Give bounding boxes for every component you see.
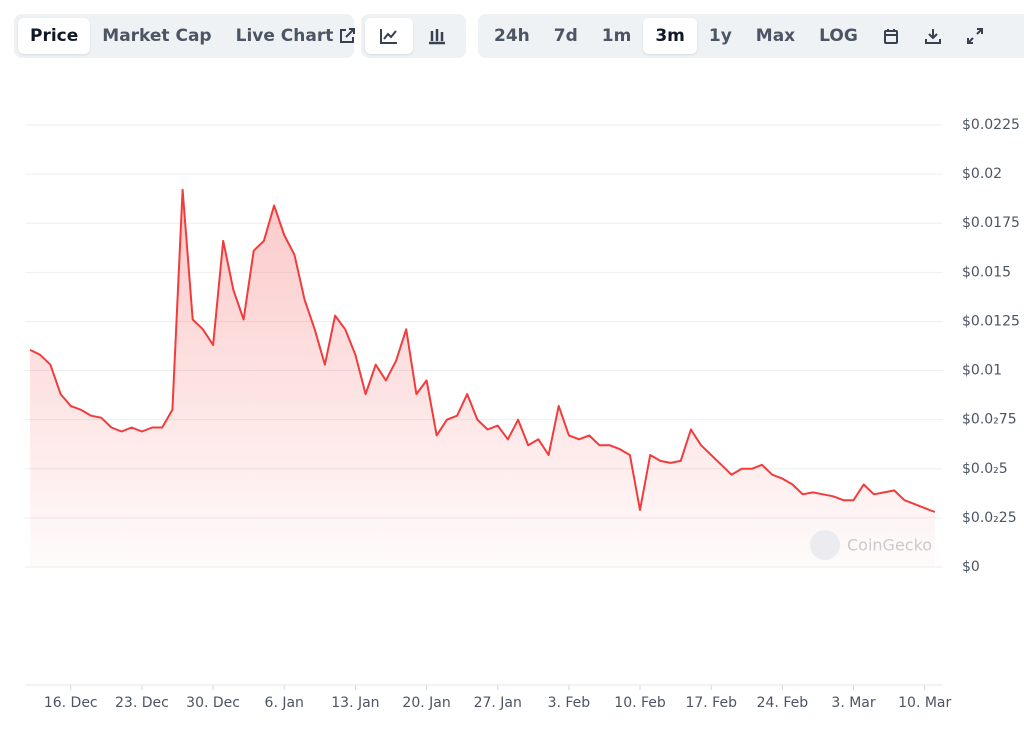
- download-icon: [924, 29, 941, 44]
- tab-label: 24h: [494, 26, 530, 46]
- candle-icon: [429, 29, 445, 45]
- tab[interactable]: 7d: [542, 18, 590, 54]
- x-tick-label: 6. Jan: [265, 695, 304, 711]
- candle-chart-button[interactable]: [413, 18, 461, 54]
- x-tick-label: 10. Feb: [614, 695, 666, 711]
- tab-label: Price: [30, 26, 79, 46]
- tab[interactable]: 3m: [643, 18, 697, 54]
- x-tick-label: 17. Feb: [685, 695, 737, 711]
- x-tick-label: 20. Jan: [402, 695, 450, 711]
- tab[interactable]: 1y: [697, 18, 744, 54]
- line-chart-button[interactable]: [365, 18, 413, 54]
- x-tick-label: 3. Mar: [831, 695, 875, 711]
- x-tick-label: 23. Dec: [115, 695, 169, 711]
- y-tick-label: $0.0₂5: [962, 461, 1008, 477]
- y-tick-label: $0.015: [962, 264, 1011, 280]
- watermark: CoinGecko: [810, 530, 932, 560]
- y-tick-label: $0.0₂25: [962, 510, 1017, 526]
- tab[interactable]: Price: [18, 18, 91, 54]
- y-tick-label: $0: [962, 559, 980, 575]
- x-tick-label: 10. Mar: [898, 695, 951, 711]
- x-tick-label: 16. Dec: [44, 695, 98, 711]
- y-tick-label: $0.01: [962, 363, 1002, 379]
- x-tick-label: 27. Jan: [474, 695, 522, 711]
- tab[interactable]: Max: [744, 18, 807, 54]
- tab-label: Market Cap: [102, 26, 212, 46]
- x-tick-label: 13. Jan: [331, 695, 379, 711]
- y-tick-label: $0.02: [962, 166, 1002, 182]
- tab-label: 1y: [708, 26, 732, 46]
- chart: $0.0225 $0.02 $0.0175 $0.015 $0.0125 $0.01 $0.…: [25, 117, 1020, 711]
- price-line: [29, 188, 936, 513]
- tab-label: 3m: [655, 26, 685, 46]
- tab-label: 1m: [601, 26, 632, 46]
- external-icon: [340, 28, 356, 43]
- tab-label: 7d: [553, 26, 578, 46]
- y-tick-label: $0.0225: [962, 117, 1020, 133]
- x-tick-label: 3. Feb: [548, 695, 591, 711]
- y-tick-label: $0.0125: [962, 313, 1020, 329]
- tab-label: Max: [755, 26, 796, 46]
- tab[interactable]: Market Cap: [90, 18, 223, 54]
- chart-type-tabs: [361, 14, 466, 58]
- tab-label: LOG: [819, 26, 858, 46]
- watermark-logo: [810, 530, 840, 560]
- tab[interactable]: Live Chart: [224, 18, 369, 54]
- y-tick-label: $0.0175: [962, 215, 1020, 231]
- line-icon: [380, 29, 397, 44]
- fullscreen-button[interactable]: [954, 18, 996, 54]
- x-tick-label: 24. Feb: [757, 695, 809, 711]
- calendar-button[interactable]: [870, 18, 912, 54]
- download-button[interactable]: [912, 18, 954, 54]
- range-tabs: 24h 7d 1m 3m 1y Max LOG: [478, 14, 1024, 58]
- x-tick-label: 30. Dec: [186, 695, 240, 711]
- tab[interactable]: 1m: [590, 18, 644, 54]
- price-area: [30, 189, 935, 568]
- view-tabs: Price Market Cap Live Chart: [14, 14, 356, 58]
- expand-icon: [966, 28, 983, 44]
- watermark-text: CoinGecko: [847, 536, 932, 555]
- y-tick-label: $0.0₂75: [962, 412, 1017, 428]
- tab[interactable]: LOG: [807, 18, 870, 54]
- tab[interactable]: 24h: [482, 18, 542, 54]
- tab-label: Live Chart: [235, 26, 334, 46]
- calendar-icon: [883, 29, 898, 44]
